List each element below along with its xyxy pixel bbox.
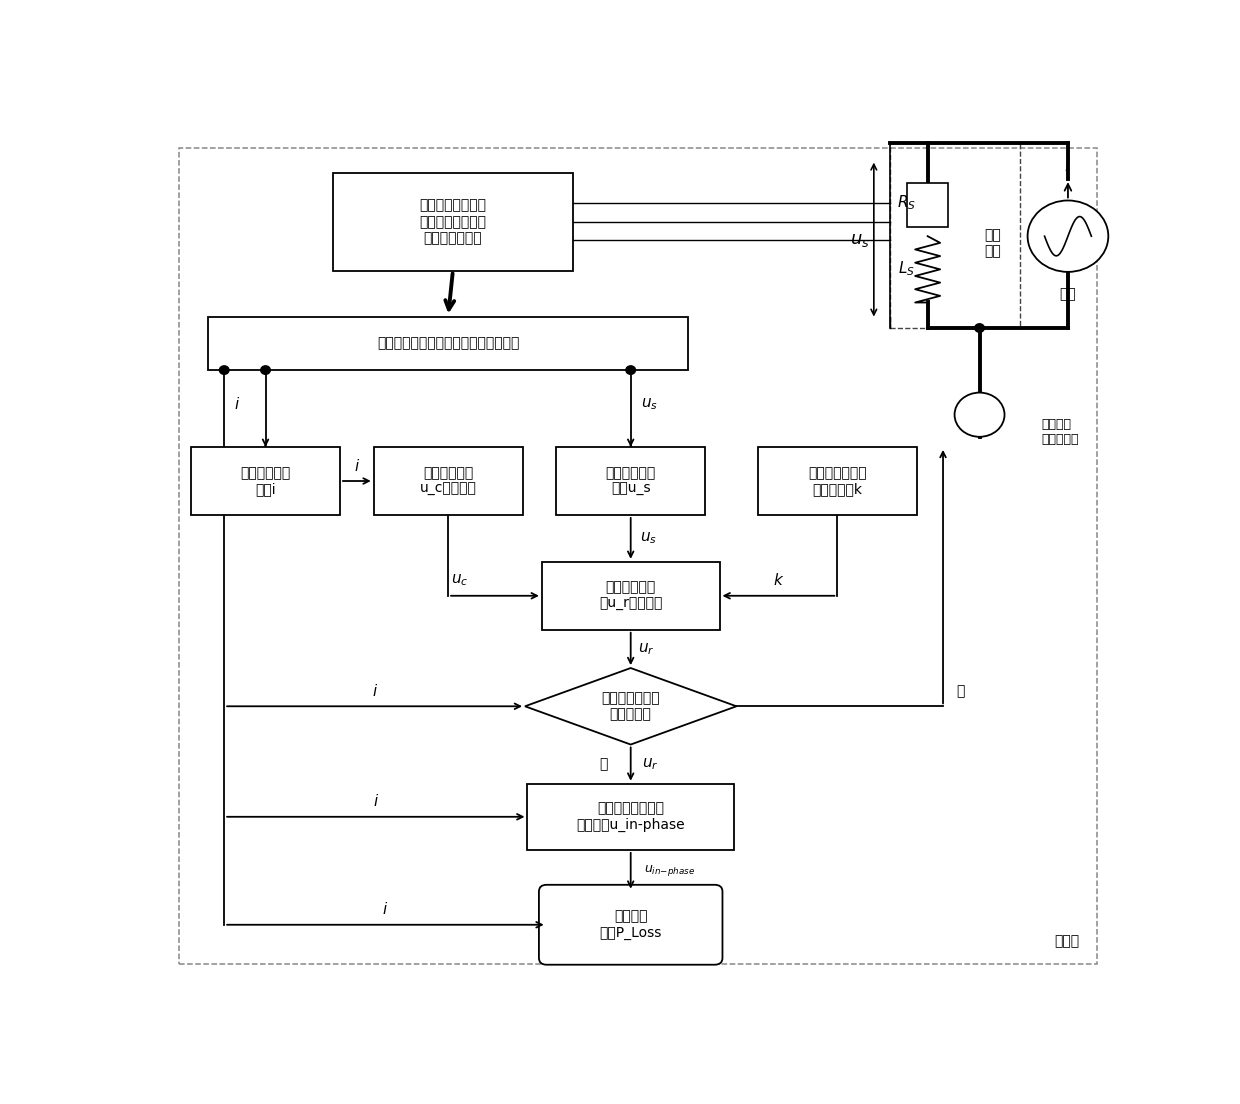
Text: $u_c$: $u_c$: [451, 573, 469, 588]
Text: $u_{in\mathrm{-}phase}$: $u_{in\mathrm{-}phase}$: [644, 863, 694, 879]
Text: 补偿基准电压
u_c生成模块: 补偿基准电压 u_c生成模块: [419, 466, 476, 496]
Text: $u_s$: $u_s$: [640, 531, 656, 546]
Text: 罗氏线圈
或无感电阻: 罗氏线圈 或无感电阻: [1042, 417, 1079, 446]
Circle shape: [219, 365, 229, 374]
Circle shape: [975, 323, 985, 332]
Bar: [908, 182, 947, 226]
Bar: [527, 784, 734, 850]
Text: $u_s$: $u_s$: [849, 231, 869, 248]
Circle shape: [955, 393, 1004, 437]
Text: 否: 否: [956, 684, 965, 698]
Text: $u_s$: $u_s$: [641, 396, 658, 412]
Bar: [373, 447, 522, 514]
Polygon shape: [525, 668, 737, 744]
Text: $i$: $i$: [382, 902, 388, 917]
Text: $k$: $k$: [773, 573, 784, 588]
Bar: [208, 317, 688, 370]
Text: $i$: $i$: [1064, 158, 1071, 176]
Text: $i$: $i$: [353, 458, 360, 474]
Text: 误差修正模块得到
同相电压u_in-phase: 误差修正模块得到 同相电压u_in-phase: [577, 802, 684, 832]
Text: 相位追踪模块，
是否同相位: 相位追踪模块， 是否同相位: [601, 691, 660, 721]
Text: 超导单元电压
信号u_s: 超导单元电压 信号u_s: [605, 466, 656, 496]
Bar: [557, 447, 706, 514]
Bar: [542, 562, 719, 629]
Text: $u_r$: $u_r$: [637, 641, 655, 657]
Circle shape: [626, 365, 635, 374]
Text: $i$: $i$: [373, 794, 379, 809]
Text: 电源: 电源: [1059, 287, 1076, 301]
Text: 带通滤波模块得到超导单元的主频信号: 带通滤波模块得到超导单元的主频信号: [377, 337, 520, 350]
Text: $L_S$: $L_S$: [898, 259, 915, 278]
Bar: [890, 142, 1019, 328]
Text: 高精度数采卡采集
原始超导单元电流
与超导电压信号: 高精度数采卡采集 原始超导单元电流 与超导电压信号: [419, 199, 486, 245]
Text: 处理器: 处理器: [1054, 935, 1080, 948]
Circle shape: [1028, 201, 1109, 272]
Text: 功率求解
模块P_Loss: 功率求解 模块P_Loss: [599, 910, 662, 940]
Bar: [191, 447, 340, 514]
Bar: [758, 447, 916, 514]
Text: $u_r$: $u_r$: [641, 756, 658, 772]
FancyBboxPatch shape: [539, 884, 723, 965]
Text: 超导单元电流
信号i: 超导单元电流 信号i: [241, 466, 290, 496]
Text: $i$: $i$: [372, 683, 378, 699]
Text: 补偿后电压信
号u_r生成模块: 补偿后电压信 号u_r生成模块: [599, 581, 662, 611]
Text: 自动寻找补偿因
子模块赋值k: 自动寻找补偿因 子模块赋值k: [808, 466, 867, 496]
Circle shape: [260, 365, 270, 374]
Text: 是: 是: [600, 757, 608, 771]
Bar: [332, 173, 573, 270]
Text: $i$: $i$: [233, 396, 239, 412]
Text: 超导
单元: 超导 单元: [985, 227, 1002, 258]
Text: $R_S$: $R_S$: [897, 193, 916, 212]
